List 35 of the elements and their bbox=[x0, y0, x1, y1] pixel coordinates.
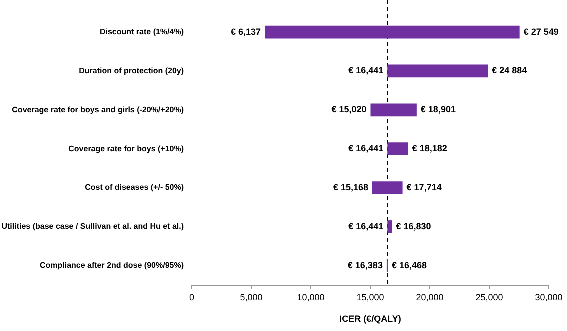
x-tick-label: 30,000 bbox=[535, 292, 563, 302]
annotation: € 18,901 bbox=[420, 104, 456, 115]
annotation: € 16,383 bbox=[348, 260, 383, 270]
annotation: € 16,441 bbox=[348, 66, 384, 76]
x-tick-label: 20,000 bbox=[416, 292, 444, 302]
y-tick-label: Utilities (base case / Sullivan et al. and Hu et al.) bbox=[2, 222, 184, 232]
bar bbox=[388, 220, 392, 234]
annotation: € 18,182 bbox=[412, 144, 448, 154]
y-tick-label: Compliance after 2nd dose (90%/95%) bbox=[40, 261, 184, 270]
bar bbox=[265, 26, 520, 39]
bar bbox=[388, 64, 488, 78]
x-tick-label: 5,000 bbox=[240, 292, 263, 302]
annotation: € 16,468 bbox=[392, 260, 428, 270]
bar bbox=[370, 104, 417, 117]
x-axis-title: ICER (€/QALY) bbox=[340, 314, 402, 324]
x-tick-label: 0 bbox=[189, 292, 195, 302]
annotation: € 15,168 bbox=[333, 182, 368, 193]
annotation: € 27 549 bbox=[524, 26, 559, 37]
x-tick-label: 25,000 bbox=[476, 292, 504, 302]
x-tick-label: 10,000 bbox=[297, 292, 325, 302]
annotation: € 17,714 bbox=[406, 182, 442, 193]
annotation: € 16,441 bbox=[348, 221, 384, 232]
annotation: € 16,441 bbox=[348, 144, 384, 154]
y-tick-label: Coverage rate for boys and girls (-20%/+20%) bbox=[12, 105, 184, 114]
y-tick-label: Discount rate (1%/4%) bbox=[100, 27, 184, 36]
y-tick-label: Duration of protection (20y) bbox=[79, 66, 184, 76]
x-tick-label: 15,000 bbox=[356, 292, 384, 302]
annotation: € 16,830 bbox=[396, 221, 432, 232]
y-tick-label: Coverage rate for boys (+10%) bbox=[68, 144, 184, 154]
y-tick-label: Cost of diseases (+/- 50%) bbox=[85, 183, 184, 192]
bar bbox=[388, 142, 408, 156]
annotation: € 15,020 bbox=[332, 104, 367, 115]
annotation: € 6,137 bbox=[231, 26, 262, 37]
bar bbox=[372, 182, 403, 194]
annotation: € 24 884 bbox=[492, 66, 528, 76]
